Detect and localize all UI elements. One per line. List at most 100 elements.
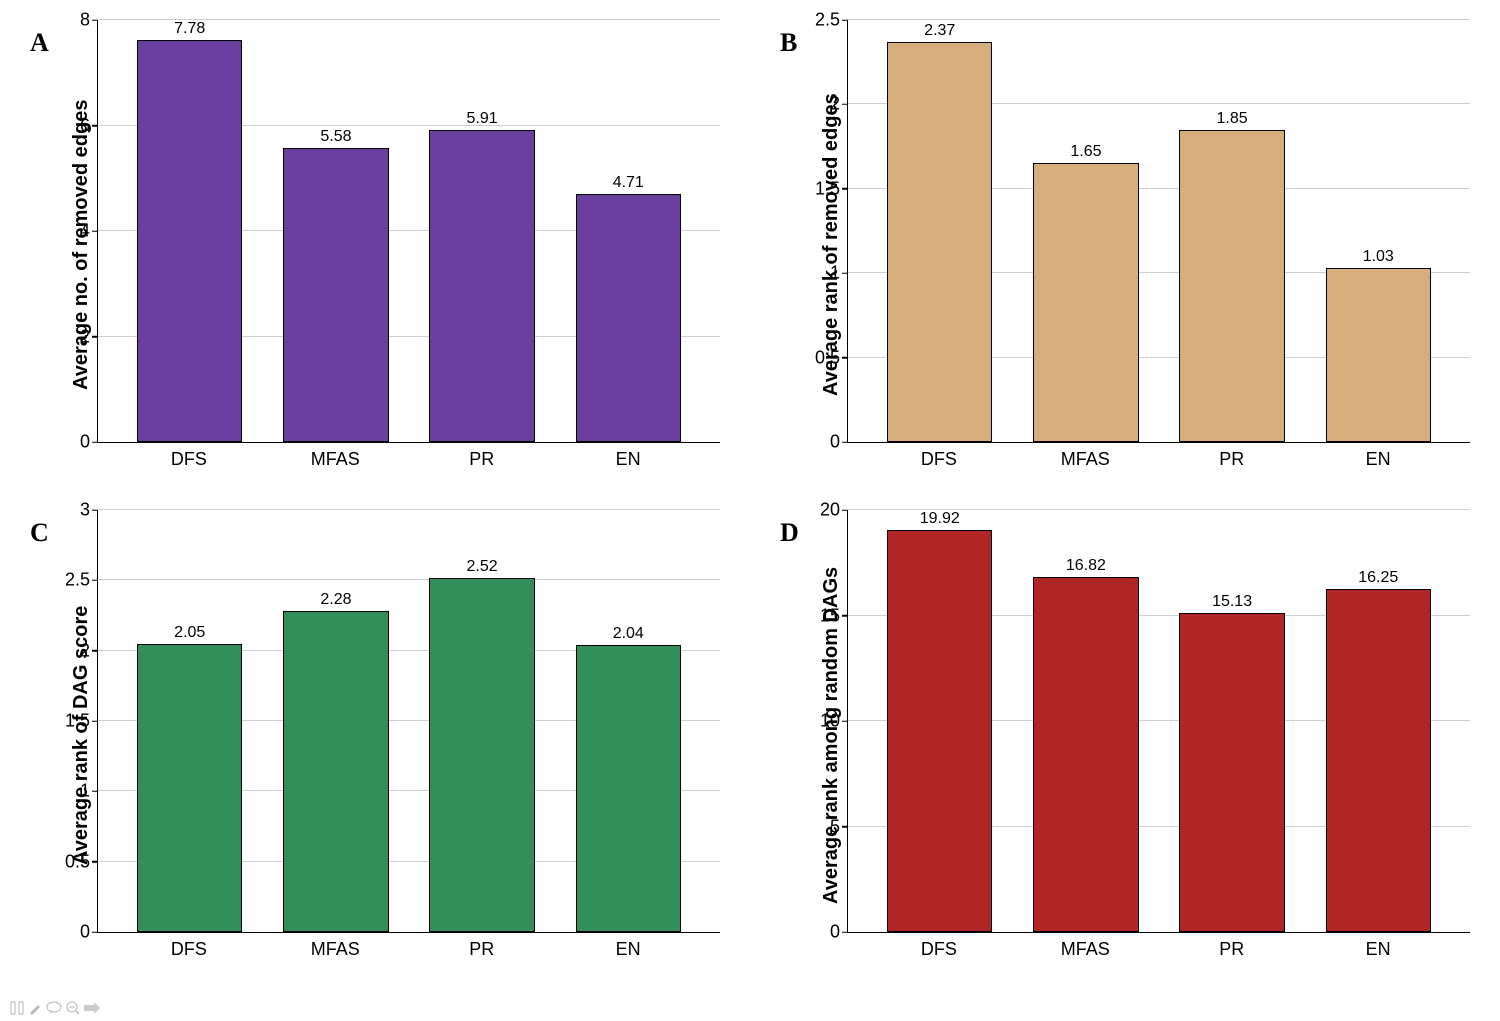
y-tick-label: 2.5 — [65, 570, 90, 591]
bar-value-label: 2.52 — [467, 558, 498, 576]
y-tick-label: 0 — [830, 432, 840, 453]
x-labels-B: DFSMFASPREN — [847, 443, 1470, 470]
x-tick-label: PR — [409, 939, 555, 960]
bar — [887, 42, 992, 442]
y-tick-label: 4 — [80, 221, 90, 242]
chart-body-A: 7.785.585.914.71 02468 DFSMFASPREN — [97, 20, 720, 470]
bar — [283, 148, 388, 442]
chart-body-D: 19.9216.8215.1316.25 05101520 DFSMFASPRE… — [847, 510, 1470, 960]
y-tick-label: 6 — [80, 115, 90, 136]
x-labels-A: DFSMFASPREN — [97, 443, 720, 470]
y-tick-label: 0 — [80, 922, 90, 943]
x-tick-label: PR — [1159, 939, 1305, 960]
bars-A: 7.78 5.58 5.91 4.71 — [98, 20, 720, 442]
bar-slot: 19.92 — [867, 510, 1013, 932]
bar — [137, 40, 242, 442]
x-tick-label: MFAS — [1012, 449, 1158, 470]
figure-toolbar — [10, 1001, 100, 1015]
brush-icon[interactable] — [28, 1001, 42, 1015]
bar-slot: 2.05 — [117, 510, 263, 932]
bar-slot: 2.04 — [555, 510, 701, 932]
y-tick-label: 2 — [80, 640, 90, 661]
bar — [887, 530, 992, 932]
bar — [1326, 268, 1431, 442]
bar-slot: 1.03 — [1305, 20, 1451, 442]
bar — [1326, 589, 1431, 932]
bar — [1179, 130, 1284, 442]
bar — [1179, 613, 1284, 932]
bar-value-label: 1.65 — [1070, 143, 1101, 161]
x-tick-label: PR — [1159, 449, 1305, 470]
y-tick-label: 3 — [80, 500, 90, 521]
zoom-out-icon[interactable] — [66, 1001, 80, 1015]
panel-label-B: B — [780, 20, 816, 470]
bar-slot: 16.25 — [1305, 510, 1451, 932]
x-tick-label: DFS — [866, 449, 1012, 470]
chart-C: Average rank of DAG score 2.052.282.522.… — [66, 510, 720, 960]
bar-value-label: 2.04 — [613, 625, 644, 643]
bar-slot: 15.13 — [1159, 510, 1305, 932]
y-tick-label: 0 — [830, 922, 840, 943]
bar-value-label: 1.85 — [1217, 110, 1248, 128]
x-tick-label: MFAS — [1012, 939, 1158, 960]
bar — [429, 130, 534, 442]
bars-C: 2.05 2.28 2.52 2.04 — [98, 510, 720, 932]
bar-value-label: 19.92 — [920, 510, 960, 528]
chart-A: Average no. of removed edges 7.78 5.58 5.9… — [66, 20, 720, 470]
x-tick-label: DFS — [116, 449, 262, 470]
x-tick-label: EN — [1305, 939, 1451, 960]
y-tick-label: 10 — [820, 711, 840, 732]
bar-slot: 1.65 — [1013, 20, 1159, 442]
x-tick-label: DFS — [116, 939, 262, 960]
bar — [576, 645, 681, 932]
speech-balloon-icon[interactable] — [46, 1001, 62, 1015]
bar-value-label: 2.05 — [174, 624, 205, 642]
bar-slot: 2.37 — [867, 20, 1013, 442]
chart-D: Average rank among random DAGs 19.9216.8… — [816, 510, 1470, 960]
bar-value-label: 16.82 — [1066, 557, 1106, 575]
bar — [429, 578, 534, 932]
bar-slot: 7.78 — [117, 20, 263, 442]
x-tick-label: EN — [555, 449, 701, 470]
y-tick-label: 0.5 — [65, 851, 90, 872]
bar-value-label: 4.71 — [613, 174, 644, 192]
x-tick-label: MFAS — [262, 449, 408, 470]
y-tick-label: 1.5 — [815, 178, 840, 199]
bar — [137, 644, 242, 932]
x-tick-label: MFAS — [262, 939, 408, 960]
bar-slot: 2.52 — [409, 510, 555, 932]
ylabel-B: Average rank of removed edges — [816, 20, 847, 470]
bar-value-label: 5.58 — [320, 128, 351, 146]
bar-value-label: 16.25 — [1358, 569, 1398, 587]
chart-body-B: 2.371.651.851.03 00.511.522.5 DFSMFASPRE… — [847, 20, 1470, 470]
plot-area-D: 19.9216.8215.1316.25 05101520 — [847, 510, 1470, 933]
plot-area-C: 2.052.282.522.04 00.511.522.53 — [97, 510, 720, 933]
ylabel-A: Average no. of removed edges — [66, 20, 97, 470]
y-tick-label: 1 — [80, 781, 90, 802]
bars-B: 2.37 1.65 1.85 1.03 — [848, 20, 1470, 442]
x-tick-label: PR — [409, 449, 555, 470]
x-tick-label: EN — [555, 939, 701, 960]
x-labels-C: DFSMFASPREN — [97, 933, 720, 960]
bar-value-label: 15.13 — [1212, 593, 1252, 611]
bar-value-label: 1.03 — [1363, 248, 1394, 266]
bar — [576, 194, 681, 442]
y-tick-label: 5 — [830, 816, 840, 837]
bar-slot: 1.85 — [1159, 20, 1305, 442]
panel-A: A Average no. of removed edges 7.785.585… — [30, 20, 720, 470]
chart-B: Average rank of removed edges 2.37 1.65 1.… — [816, 20, 1470, 470]
y-tick-label: 2.5 — [815, 10, 840, 31]
bar — [1033, 577, 1138, 932]
bar-slot: 5.58 — [263, 20, 409, 442]
y-tick-label: 0 — [80, 432, 90, 453]
x-tick-label: DFS — [866, 939, 1012, 960]
bar-slot: 2.28 — [263, 510, 409, 932]
panel-B: B Average rank of removed edges 2.37 1.65… — [780, 20, 1470, 470]
bar-slot: 16.82 — [1013, 510, 1159, 932]
panel-label-C: C — [30, 510, 66, 960]
bar — [283, 611, 388, 932]
y-tick-label: 2 — [80, 326, 90, 347]
data-cursor-icon[interactable] — [10, 1001, 24, 1015]
arrow-right-icon[interactable] — [84, 1002, 100, 1014]
bar-value-label: 5.91 — [467, 110, 498, 128]
